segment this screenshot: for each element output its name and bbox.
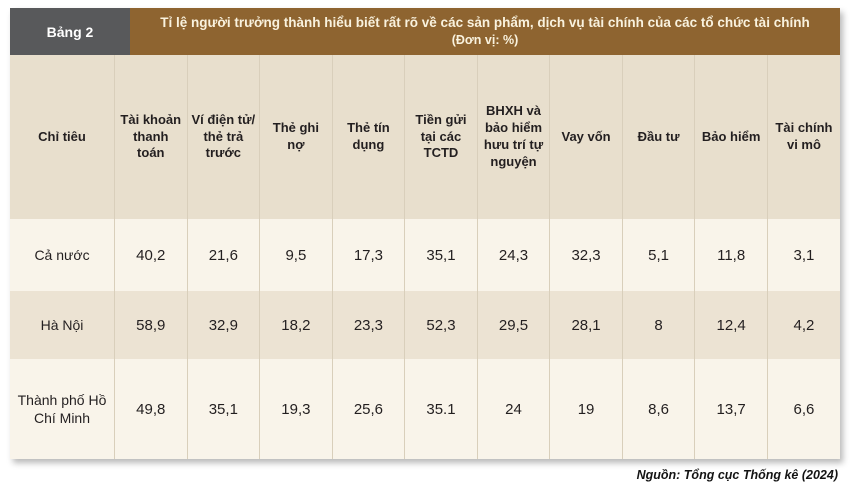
data-cell: 17,3: [331, 219, 405, 291]
data-cell: 19: [549, 359, 623, 459]
data-cell: 25,6: [331, 359, 405, 459]
table-head: Chỉ tiêu Tài khoản thanh toán Ví điện tử/ …: [10, 55, 840, 219]
row-label: Cả nước: [34, 246, 90, 263]
column-header: Vay vốn: [549, 55, 623, 219]
table-unit-note: (Đơn vị: %): [451, 33, 519, 48]
table-title-box: Tỉ lệ người trưởng thành hiểu biết rất r…: [130, 8, 840, 55]
table-title: Tỉ lệ người trưởng thành hiểu biết rất r…: [160, 14, 810, 30]
row-label: Hà Nội: [40, 316, 84, 333]
data-cell: 3,1: [766, 219, 840, 291]
column-header: Tiền gửi tại các TCTD: [404, 55, 478, 219]
data-cell: 4,2: [766, 291, 840, 359]
data-cell: 5,1: [621, 219, 695, 291]
data-cell: 35.1: [404, 359, 478, 459]
column-header: Tài chính vi mô: [766, 55, 840, 219]
data-cell: 18,2: [259, 291, 333, 359]
table-body: Cả nước 40,2 21,6 9,5 17,3 35,1 24,3 32,3 5,1 11,…: [10, 219, 840, 459]
data-cell: 13,7: [694, 359, 768, 459]
table-number-badge: Bảng 2: [10, 8, 130, 55]
data-cell: 24: [476, 359, 550, 459]
table-row: Cả nước 40,2 21,6 9,5 17,3 35,1 24,3 32,3 5,1 11,…: [10, 219, 840, 291]
data-cell: 32,3: [549, 219, 623, 291]
row-label: Thành phố Hồ Chí Minh: [17, 391, 107, 426]
source-citation: Nguồn: Tổng cục Thống kê (2024): [636, 468, 838, 482]
data-cell: 6,6: [766, 359, 840, 459]
data-cell: 19,3: [259, 359, 333, 459]
data-cell: 8: [621, 291, 695, 359]
data-cell: 49,8: [114, 359, 188, 459]
table-row: Hà Nội 58,9 32,9 18,2 23,3 52,3 29,5 28,1 8 12,4 4…: [10, 291, 840, 359]
data-cell: 11,8: [694, 219, 768, 291]
column-header: Đầu tư: [621, 55, 695, 219]
data-cell: 52,3: [404, 291, 478, 359]
data-cell: 58,9: [114, 291, 188, 359]
row-header-column: Chỉ tiêu: [10, 55, 115, 219]
column-header: Thẻ ghi nợ: [259, 55, 333, 219]
table-figure: Bảng 2 Tỉ lệ người trưởng thành hiểu biế…: [10, 8, 840, 459]
data-cell: 9,5: [259, 219, 333, 291]
data-cell: 8,6: [621, 359, 695, 459]
data-cell: 21,6: [186, 219, 260, 291]
data-cell: 29,5: [476, 291, 550, 359]
column-header: BHXH và bảo hiểm hưu trí tự nguyện: [476, 55, 550, 219]
statistics-table: Chỉ tiêu Tài khoản thanh toán Ví điện tử/ …: [10, 55, 840, 459]
data-cell: 24,3: [476, 219, 550, 291]
column-header: Thẻ tín dụng: [331, 55, 405, 219]
column-header: Ví điện tử/ thẻ trả trước: [186, 55, 260, 219]
column-header: Tài khoản thanh toán: [114, 55, 188, 219]
data-cell: 32,9: [186, 291, 260, 359]
table-title-bar: Bảng 2 Tỉ lệ người trưởng thành hiểu biế…: [10, 8, 840, 55]
table-header-row: Chỉ tiêu Tài khoản thanh toán Ví điện tử/ …: [10, 55, 840, 219]
column-header: Bảo hiểm: [694, 55, 768, 219]
data-cell: 12,4: [694, 291, 768, 359]
table-row: Thành phố Hồ Chí Minh 49,8 35,1 19,3 25,6 35.…: [10, 359, 840, 459]
data-cell: 40,2: [114, 219, 188, 291]
data-cell: 35,1: [404, 219, 478, 291]
data-cell: 35,1: [186, 359, 260, 459]
data-cell: 28,1: [549, 291, 623, 359]
data-cell: 23,3: [331, 291, 405, 359]
